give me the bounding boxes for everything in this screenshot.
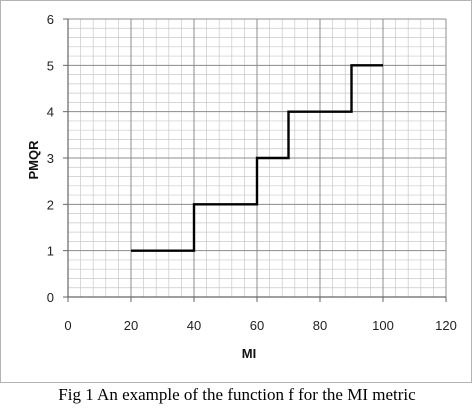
x-tick-label: 100 [372, 318, 394, 333]
y-tick-label: 4 [47, 105, 54, 120]
x-tick-label: 120 [435, 318, 457, 333]
series-group [131, 64, 383, 252]
step-chart: 0 20 40 60 80 100 120 0 1 2 3 4 5 6 MI PMQR [26, 12, 457, 361]
x-tick-label: 60 [250, 318, 264, 333]
y-tick-label: 5 [47, 58, 54, 73]
figure-frame [0, 0, 472, 383]
axes [63, 18, 447, 302]
x-tick-label: 20 [124, 318, 138, 333]
x-tick-label: 80 [313, 318, 327, 333]
x-tick-label: 40 [187, 318, 201, 333]
x-axis-title: MI [242, 346, 256, 361]
x-tick-label: 0 [64, 318, 71, 333]
step-series-line [131, 64, 383, 252]
y-tick-label: 1 [47, 244, 54, 259]
tick-labels: 0 20 40 60 80 100 120 0 1 2 3 4 5 6 [47, 12, 457, 333]
y-tick-label: 3 [47, 151, 54, 166]
y-tick-label: 2 [47, 197, 54, 212]
y-tick-label: 6 [47, 12, 54, 27]
y-axis-title: PMQR [26, 140, 41, 180]
y-tick-label: 0 [47, 290, 54, 305]
figure-caption: Fig 1 An example of the function f for t… [58, 385, 416, 404]
